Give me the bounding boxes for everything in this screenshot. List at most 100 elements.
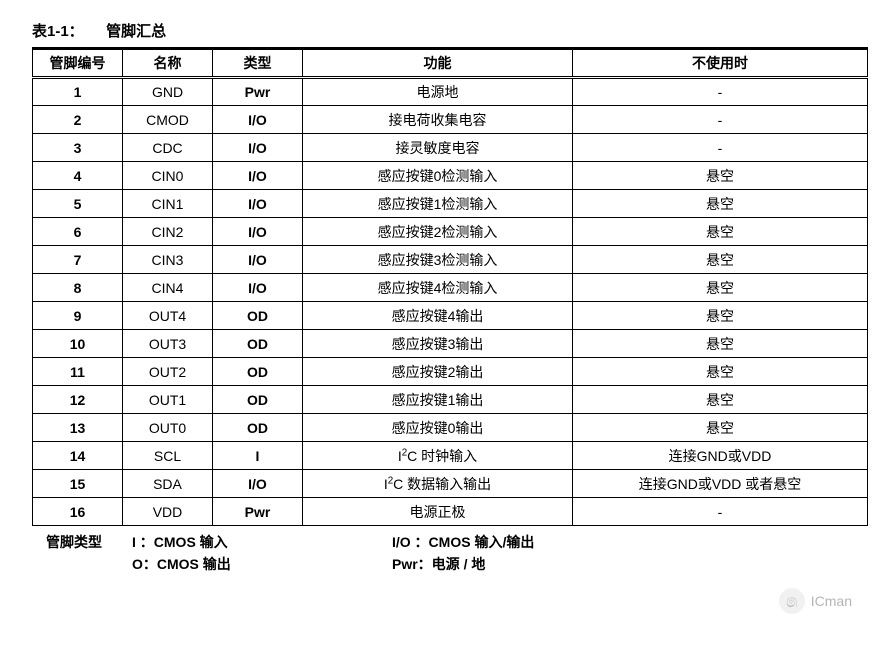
cell-func: 感应按键4检测输入 <box>303 274 573 302</box>
cell-pin: 15 <box>33 470 123 498</box>
cell-unused: - <box>573 134 868 162</box>
cell-unused: - <box>573 78 868 106</box>
cell-func: 感应按键3检测输入 <box>303 246 573 274</box>
cell-name: CIN3 <box>123 246 213 274</box>
table-row: 3CDCI/O接灵敏度电容- <box>33 134 868 162</box>
cell-pin: 12 <box>33 386 123 414</box>
cell-func: 接电荷收集电容 <box>303 106 573 134</box>
cell-pin: 11 <box>33 358 123 386</box>
cell-type: Pwr <box>213 78 303 106</box>
cell-unused: 悬空 <box>573 302 868 330</box>
cell-func: 电源地 <box>303 78 573 106</box>
table-row: 6CIN2I/O感应按键2检测输入悬空 <box>33 218 868 246</box>
cell-func: I2C 数据输入输出 <box>303 470 573 498</box>
cell-name: SDA <box>123 470 213 498</box>
col-header-pin: 管脚编号 <box>33 49 123 78</box>
table-row: 16VDDPwr电源正极- <box>33 498 868 526</box>
cell-pin: 8 <box>33 274 123 302</box>
table-row: 14SCLII2C 时钟输入连接GND或VDD <box>33 442 868 470</box>
col-header-name: 名称 <box>123 49 213 78</box>
cell-unused: 悬空 <box>573 162 868 190</box>
cell-name: OUT4 <box>123 302 213 330</box>
cell-unused: 连接GND或VDD 或者悬空 <box>573 470 868 498</box>
col-header-unused: 不使用时 <box>573 49 868 78</box>
cell-func: 感应按键1检测输入 <box>303 190 573 218</box>
cell-name: CIN1 <box>123 190 213 218</box>
cell-name: GND <box>123 78 213 106</box>
cell-func: 感应按键1输出 <box>303 386 573 414</box>
cell-type: I/O <box>213 218 303 246</box>
cell-pin: 14 <box>33 442 123 470</box>
table-row: 8CIN4I/O感应按键4检测输入悬空 <box>33 274 868 302</box>
cell-type: I/O <box>213 190 303 218</box>
cell-type: I <box>213 442 303 470</box>
table-row: 12OUT1OD感应按键1输出悬空 <box>33 386 868 414</box>
cell-type: OD <box>213 414 303 442</box>
cell-name: CDC <box>123 134 213 162</box>
cell-pin: 3 <box>33 134 123 162</box>
table-row: 1GNDPwr电源地- <box>33 78 868 106</box>
cell-type: I/O <box>213 246 303 274</box>
cell-func: 感应按键3输出 <box>303 330 573 358</box>
cell-type: OD <box>213 358 303 386</box>
cell-name: VDD <box>123 498 213 526</box>
cell-name: OUT0 <box>123 414 213 442</box>
cell-type: I/O <box>213 134 303 162</box>
watermark: ෧ ICman <box>779 588 852 614</box>
cell-type: I/O <box>213 162 303 190</box>
cell-pin: 16 <box>33 498 123 526</box>
cell-pin: 10 <box>33 330 123 358</box>
legend-item: Pwr：电源 / 地 <box>392 554 692 574</box>
cell-name: OUT2 <box>123 358 213 386</box>
col-header-type: 类型 <box>213 49 303 78</box>
legend-label: 管脚类型 <box>32 532 132 552</box>
pin-type-legend: 管脚类型 I ：CMOS 输入 I/O ：CMOS 输入/输出 O：CMOS 输… <box>32 532 860 576</box>
cell-pin: 13 <box>33 414 123 442</box>
legend-item: O：CMOS 输出 <box>132 554 392 574</box>
table-row: 2CMODI/O接电荷收集电容- <box>33 106 868 134</box>
cell-func: 电源正极 <box>303 498 573 526</box>
cell-func: 感应按键4输出 <box>303 302 573 330</box>
cell-type: OD <box>213 302 303 330</box>
cell-unused: 悬空 <box>573 330 868 358</box>
legend-item: I ：CMOS 输入 <box>132 532 392 552</box>
cell-func: I2C 时钟输入 <box>303 442 573 470</box>
cell-pin: 6 <box>33 218 123 246</box>
watermark-text: ICman <box>811 593 852 609</box>
table-row: 11OUT2OD感应按键2输出悬空 <box>33 358 868 386</box>
cell-unused: - <box>573 106 868 134</box>
table-row: 13OUT0OD感应按键0输出悬空 <box>33 414 868 442</box>
cell-func: 感应按键0检测输入 <box>303 162 573 190</box>
cell-unused: 悬空 <box>573 358 868 386</box>
table-row: 10OUT3OD感应按键3输出悬空 <box>33 330 868 358</box>
cell-pin: 9 <box>33 302 123 330</box>
cell-unused: 悬空 <box>573 218 868 246</box>
pin-summary-table: 管脚编号 名称 类型 功能 不使用时 1GNDPwr电源地-2CMODI/O接电… <box>32 47 868 526</box>
cell-unused: 悬空 <box>573 386 868 414</box>
cell-name: CIN2 <box>123 218 213 246</box>
cell-func: 感应按键2检测输入 <box>303 218 573 246</box>
table-header-row: 管脚编号 名称 类型 功能 不使用时 <box>33 49 868 78</box>
cell-name: CIN4 <box>123 274 213 302</box>
col-header-func: 功能 <box>303 49 573 78</box>
table-row: 9OUT4OD感应按键4输出悬空 <box>33 302 868 330</box>
cell-unused: 悬空 <box>573 274 868 302</box>
cell-name: CMOD <box>123 106 213 134</box>
cell-pin: 2 <box>33 106 123 134</box>
cell-unused: 悬空 <box>573 246 868 274</box>
cell-pin: 4 <box>33 162 123 190</box>
cell-type: I/O <box>213 274 303 302</box>
wechat-icon: ෧ <box>779 588 805 614</box>
cell-type: I/O <box>213 106 303 134</box>
table-row: 4CIN0I/O感应按键0检测输入悬空 <box>33 162 868 190</box>
cell-pin: 1 <box>33 78 123 106</box>
cell-name: OUT1 <box>123 386 213 414</box>
legend-item: I/O ：CMOS 输入/输出 <box>392 532 692 552</box>
table-row: 15SDAI/OI2C 数据输入输出连接GND或VDD 或者悬空 <box>33 470 868 498</box>
table-caption: 表1-1： 管脚汇总 <box>20 20 860 41</box>
table-row: 7CIN3I/O感应按键3检测输入悬空 <box>33 246 868 274</box>
cell-name: SCL <box>123 442 213 470</box>
cell-unused: 悬空 <box>573 190 868 218</box>
cell-func: 感应按键0输出 <box>303 414 573 442</box>
cell-unused: 连接GND或VDD <box>573 442 868 470</box>
